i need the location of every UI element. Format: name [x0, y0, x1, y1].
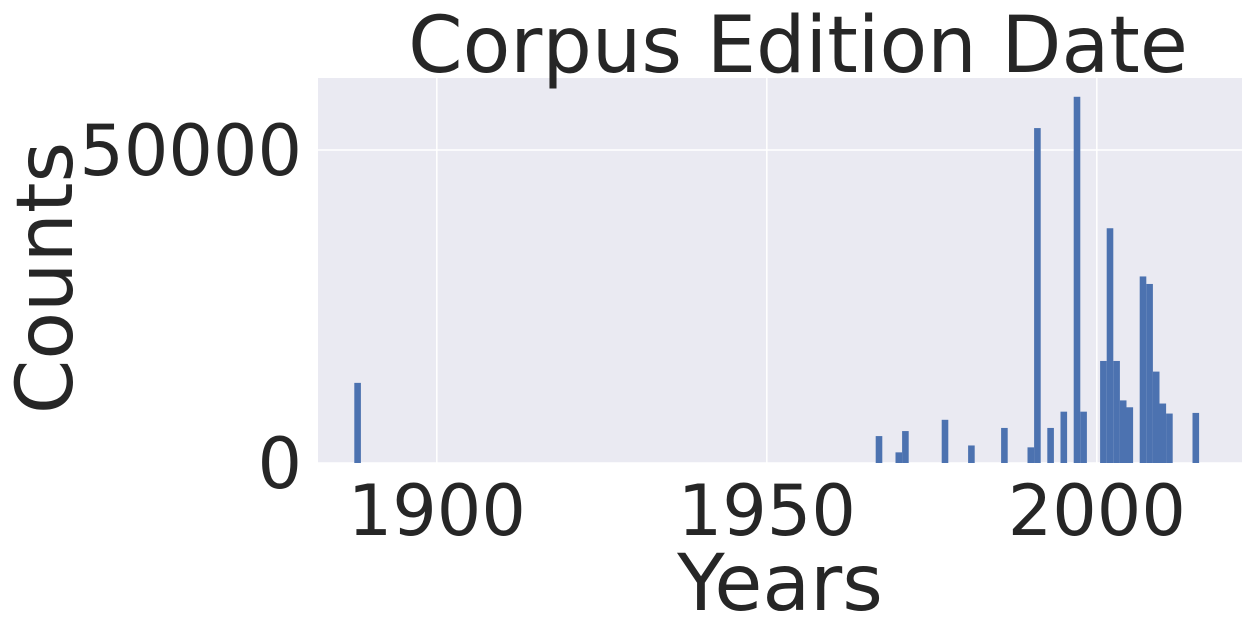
bar-1998: [1080, 411, 1087, 463]
bar-2003: [1113, 360, 1120, 463]
bar-1977: [941, 419, 949, 463]
bar-2009: [1152, 371, 1160, 463]
x-tick-label-1900: 1900: [348, 470, 526, 552]
bar-2005: [1126, 407, 1134, 463]
bar-1993: [1047, 427, 1054, 463]
bar-2008: [1146, 283, 1153, 463]
bar-1995: [1060, 411, 1068, 463]
x-axis-label: Years: [676, 539, 883, 629]
bar-1986: [1001, 427, 1008, 463]
bar-2004: [1119, 400, 1127, 463]
bar-2007: [1139, 276, 1147, 463]
x-tick-labels: 1900 1950 2000: [348, 470, 1186, 552]
bar-2011: [1166, 413, 1173, 463]
plot-area: [318, 78, 1242, 463]
bar-1971: [902, 431, 909, 463]
gridlines: [318, 78, 1242, 464]
bar-2001: [1100, 360, 1107, 463]
y-tick-labels: 0 50000: [79, 110, 302, 505]
bar-1888: [354, 382, 361, 463]
bar-2010: [1159, 403, 1167, 463]
bar-1997: [1073, 96, 1081, 463]
chart-title: Corpus Edition Date: [408, 1, 1188, 91]
y-tick-label-50000: 50000: [79, 110, 302, 192]
bar-1990: [1027, 447, 1035, 463]
y-axis-label: Counts: [1, 142, 91, 414]
y-tick-label-0: 0: [257, 423, 302, 505]
bar-1981: [968, 445, 975, 463]
x-tick-label-2000: 2000: [1008, 470, 1186, 552]
bar-1970: [895, 452, 903, 463]
bar-1967: [875, 436, 883, 463]
bar-2002: [1106, 228, 1114, 463]
bars: [354, 96, 1200, 463]
bar-2015: [1192, 412, 1200, 463]
bar-1991: [1034, 128, 1041, 463]
x-tick-label-1950: 1950: [678, 470, 856, 552]
